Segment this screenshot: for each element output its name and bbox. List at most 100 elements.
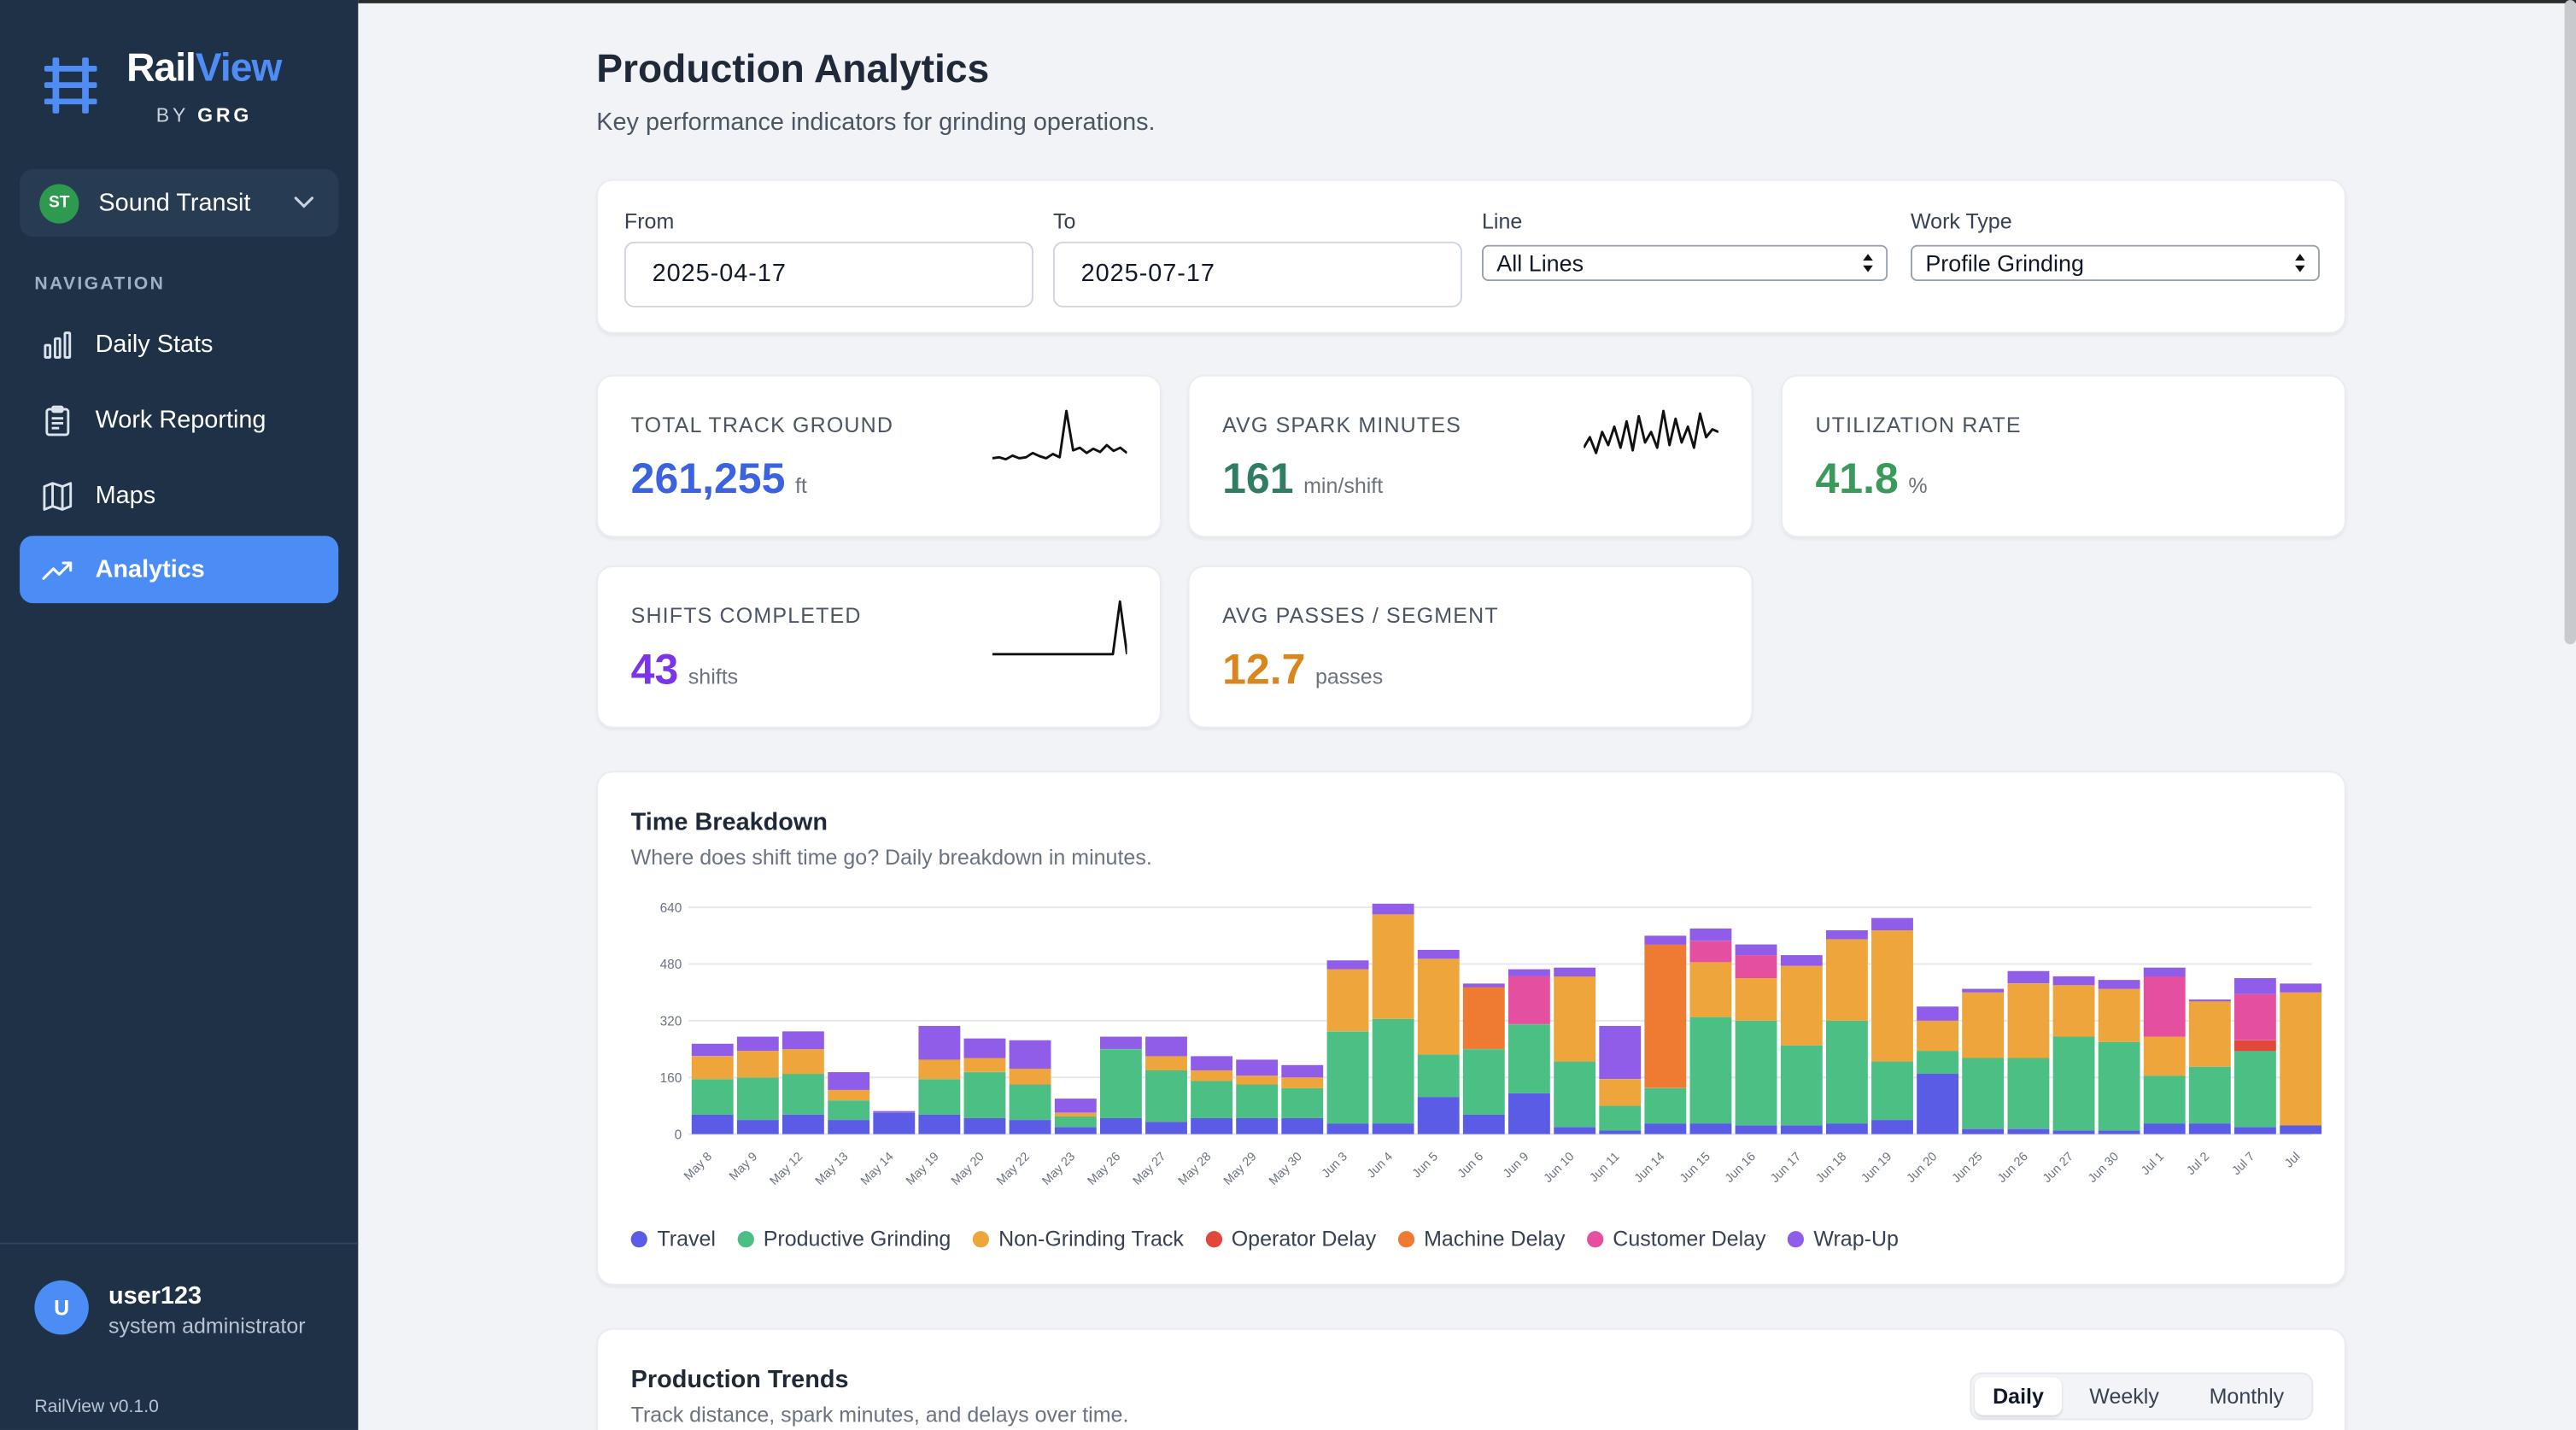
bar-segment[interactable]: [1145, 1070, 1187, 1122]
bar-segment[interactable]: [1462, 987, 1505, 1049]
bar-segment[interactable]: [963, 1058, 1006, 1072]
bar-segment[interactable]: [1417, 1097, 1460, 1134]
bar-segment[interactable]: [736, 1120, 779, 1134]
sidebar-item-analytics[interactable]: Analytics: [20, 536, 339, 604]
bar-segment[interactable]: [918, 1026, 961, 1060]
bar-segment[interactable]: [2188, 1123, 2231, 1134]
bar-segment[interactable]: [2188, 999, 2231, 1002]
bar-segment[interactable]: [1644, 1123, 1687, 1134]
bar-segment[interactable]: [782, 1031, 824, 1050]
bar-segment[interactable]: [1417, 1054, 1460, 1098]
to-date-input[interactable]: 2025-07-17: [1052, 241, 1462, 308]
bar-segment[interactable]: [1871, 1120, 1913, 1134]
bar-segment[interactable]: [1236, 1084, 1279, 1118]
bar-segment[interactable]: [873, 1111, 916, 1113]
bar-segment[interactable]: [782, 1074, 824, 1115]
bar-segment[interactable]: [1054, 1099, 1097, 1113]
bar-segment[interactable]: [1009, 1040, 1051, 1070]
bar-segment[interactable]: [873, 1112, 916, 1134]
bar-segment[interactable]: [1462, 1049, 1505, 1115]
bar-segment[interactable]: [2143, 1036, 2186, 1076]
bar-segment[interactable]: [1599, 1079, 1642, 1106]
legend-item[interactable]: Wrap-Up: [1787, 1226, 1899, 1251]
bar-segment[interactable]: [2234, 993, 2276, 1040]
bar-segment[interactable]: [2280, 1125, 2322, 1134]
page-scrollbar[interactable]: [2564, 0, 2576, 645]
bar-segment[interactable]: [1191, 1056, 1233, 1070]
bar-segment[interactable]: [2098, 980, 2140, 989]
bar-segment[interactable]: [2007, 1128, 2050, 1134]
bar-segment[interactable]: [1372, 914, 1414, 1019]
bar-segment[interactable]: [1599, 1105, 1642, 1131]
bar-segment[interactable]: [2143, 967, 2186, 977]
bar-segment[interactable]: [691, 1056, 734, 1080]
legend-item[interactable]: Machine Delay: [1397, 1226, 1565, 1251]
bar-segment[interactable]: [1281, 1064, 1324, 1078]
bar-segment[interactable]: [1236, 1059, 1279, 1076]
bar-segment[interactable]: [1735, 978, 1777, 1021]
tab-monthly[interactable]: Monthly: [2209, 1384, 2285, 1409]
work-type-select[interactable]: Profile Grinding: [1911, 244, 2320, 282]
bar-segment[interactable]: [1689, 1017, 1732, 1124]
bar-segment[interactable]: [963, 1072, 1006, 1118]
organization-selector[interactable]: ST Sound Transit: [20, 169, 339, 237]
bar-segment[interactable]: [691, 1079, 734, 1115]
bar-segment[interactable]: [1962, 1058, 2005, 1129]
bar-segment[interactable]: [2098, 1130, 2140, 1134]
bar-segment[interactable]: [1825, 939, 1868, 1021]
legend-item[interactable]: Travel: [630, 1226, 716, 1251]
bar-segment[interactable]: [1599, 1130, 1642, 1134]
bar-segment[interactable]: [1191, 1081, 1233, 1118]
bar-segment[interactable]: [2052, 976, 2095, 986]
bar-segment[interactable]: [1780, 955, 1823, 966]
bar-segment[interactable]: [1962, 1128, 2005, 1134]
bar-segment[interactable]: [1917, 1020, 1959, 1052]
bar-segment[interactable]: [2280, 992, 2322, 1126]
bar-segment[interactable]: [828, 1072, 870, 1090]
bar-segment[interactable]: [2143, 976, 2186, 1037]
bar-segment[interactable]: [1871, 930, 1913, 1062]
bar-segment[interactable]: [1689, 962, 1732, 1017]
bar-segment[interactable]: [1009, 1120, 1051, 1134]
bar-segment[interactable]: [1236, 1117, 1279, 1134]
bar-segment[interactable]: [1780, 965, 1823, 1046]
bar-segment[interactable]: [1326, 960, 1369, 970]
bar-segment[interactable]: [1871, 917, 1913, 931]
bar-segment[interactable]: [918, 1114, 961, 1134]
bar-segment[interactable]: [691, 1114, 734, 1134]
bar-segment[interactable]: [1191, 1070, 1233, 1081]
bar-segment[interactable]: [2007, 1058, 2050, 1129]
bar-segment[interactable]: [2098, 1041, 2140, 1131]
bar-segment[interactable]: [1417, 958, 1460, 1055]
bar-segment[interactable]: [2234, 978, 2276, 994]
bar-segment[interactable]: [1825, 930, 1868, 940]
bar-segment[interactable]: [2052, 1130, 2095, 1134]
bar-segment[interactable]: [1825, 1020, 1868, 1124]
bar-segment[interactable]: [1917, 1006, 1959, 1021]
bar-segment[interactable]: [2143, 1123, 2186, 1134]
bar-segment[interactable]: [1462, 1114, 1505, 1134]
brand-logo[interactable]: RailView BY GRG: [43, 46, 338, 128]
bar-segment[interactable]: [1054, 1127, 1097, 1134]
bar-segment[interactable]: [1145, 1122, 1187, 1134]
bar-segment[interactable]: [1508, 976, 1550, 1024]
bar-segment[interactable]: [1372, 1123, 1414, 1134]
bar-segment[interactable]: [1236, 1075, 1279, 1085]
bar-segment[interactable]: [1644, 935, 1687, 945]
bar-segment[interactable]: [1508, 1093, 1550, 1134]
avatar[interactable]: U: [34, 1280, 89, 1335]
bar-segment[interactable]: [1281, 1117, 1324, 1134]
bar-segment[interactable]: [1917, 1051, 1959, 1075]
bar-segment[interactable]: [2188, 1000, 2231, 1067]
bar-segment[interactable]: [1326, 969, 1369, 1032]
bar-segment[interactable]: [828, 1120, 870, 1134]
bar-segment[interactable]: [2098, 988, 2140, 1042]
bar-segment[interactable]: [1962, 988, 2005, 993]
bar-segment[interactable]: [1054, 1112, 1097, 1117]
bar-segment[interactable]: [1054, 1116, 1097, 1128]
bar-segment[interactable]: [2280, 983, 2322, 993]
sidebar-item-daily-stats[interactable]: Daily Stats: [20, 311, 338, 378]
bar-segment[interactable]: [736, 1077, 779, 1121]
bar-segment[interactable]: [1372, 903, 1414, 915]
bar-segment[interactable]: [828, 1089, 870, 1101]
